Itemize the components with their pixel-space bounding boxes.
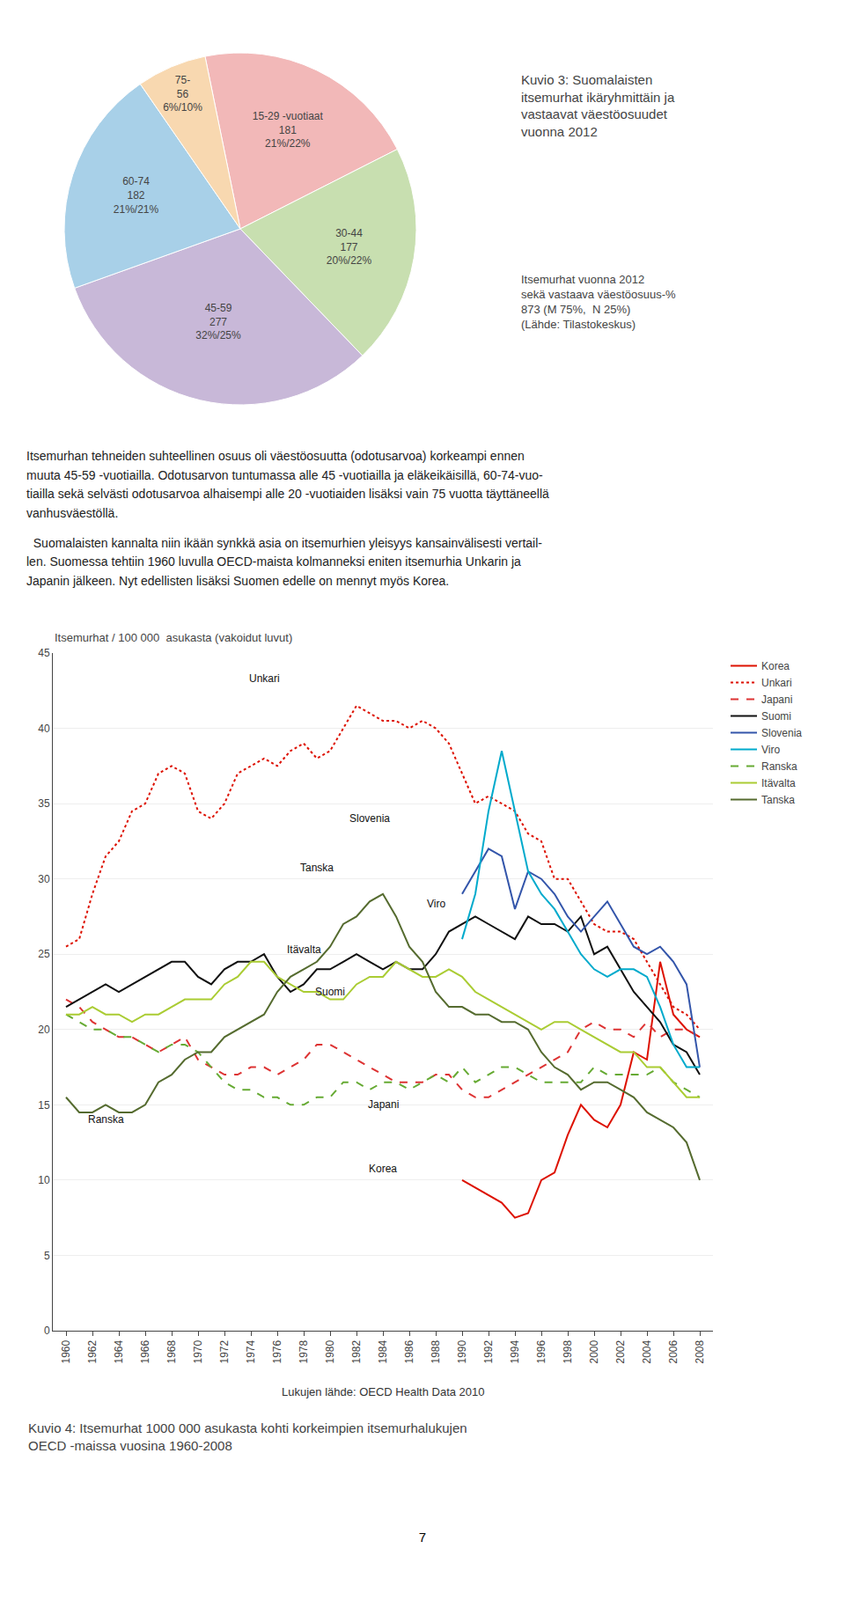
svg-text:1976: 1976	[271, 1339, 284, 1364]
svg-text:45-5927732%/25%: 45-5927732%/25%	[195, 301, 242, 342]
svg-text:Tanska: Tanska	[300, 861, 334, 875]
svg-text:1982: 1982	[350, 1339, 363, 1364]
svg-text:Viro: Viro	[426, 897, 446, 911]
svg-text:2004: 2004	[640, 1339, 654, 1364]
svg-text:45: 45	[37, 646, 51, 660]
svg-text:20: 20	[37, 1023, 51, 1037]
svg-text:0: 0	[44, 1324, 51, 1338]
svg-text:Korea: Korea	[761, 660, 790, 673]
svg-text:1972: 1972	[218, 1339, 231, 1364]
svg-text:10: 10	[37, 1174, 51, 1187]
svg-text:1960: 1960	[59, 1339, 73, 1364]
svg-text:30: 30	[37, 873, 51, 886]
svg-text:1962: 1962	[86, 1339, 99, 1364]
svg-text:Lukujen lähde: OECD Health Dat: Lukujen lähde: OECD Health Data 2010	[281, 1385, 485, 1399]
svg-text:2008: 2008	[693, 1339, 706, 1364]
html-text:Suomalaisten kannalta niin ikä: Suomalaisten kannalta niin ikään synkkä …	[26, 535, 543, 589]
svg-text:Itävalta: Itävalta	[761, 777, 796, 790]
svg-text:30-4417720%/22%: 30-4417720%/22%	[326, 227, 373, 267]
svg-text:1978: 1978	[297, 1339, 310, 1364]
svg-text:Japani: Japani	[761, 693, 793, 706]
svg-text:Ranska: Ranska	[88, 1113, 125, 1126]
svg-text:2000: 2000	[587, 1339, 601, 1364]
svg-text:Slovenia: Slovenia	[761, 727, 802, 740]
svg-text:Unkari: Unkari	[761, 676, 793, 690]
svg-text:40: 40	[37, 722, 51, 735]
svg-text:1988: 1988	[429, 1339, 442, 1364]
svg-text:1984: 1984	[376, 1339, 390, 1364]
svg-text:15-29 -vuotiaat18121%/22%: 15-29 -vuotiaat18121%/22%	[252, 110, 324, 150]
svg-text:25: 25	[37, 947, 51, 961]
svg-text:Korea: Korea	[368, 1162, 397, 1176]
svg-text:75-566%/10%: 75-566%/10%	[162, 73, 203, 114]
svg-text:1986: 1986	[403, 1339, 416, 1364]
svg-text:1974: 1974	[244, 1339, 258, 1364]
svg-text:1968: 1968	[165, 1339, 178, 1364]
svg-text:1998: 1998	[561, 1339, 574, 1364]
svg-text:Tanska: Tanska	[761, 793, 795, 807]
svg-text:Kuvio 3: Suomalaistenitsemurha: Kuvio 3: Suomalaistenitsemurhat ikäryhmi…	[521, 72, 676, 140]
svg-text:1992: 1992	[482, 1339, 495, 1364]
svg-text:Itsemurhat vuonna 2012sekä vas: Itsemurhat vuonna 2012sekä vastaava väes…	[521, 272, 676, 331]
svg-text:15: 15	[37, 1098, 51, 1111]
svg-text:Slovenia: Slovenia	[349, 812, 390, 825]
svg-text:Suomi: Suomi	[761, 710, 792, 723]
svg-text:35: 35	[37, 797, 51, 810]
svg-text:Viro: Viro	[761, 743, 780, 757]
svg-text:1994: 1994	[508, 1339, 522, 1364]
svg-text:2002: 2002	[614, 1339, 627, 1364]
svg-text:Japani: Japani	[367, 1098, 399, 1111]
svg-text:1964: 1964	[112, 1339, 125, 1364]
svg-text:2006: 2006	[667, 1339, 680, 1364]
svg-text:1970: 1970	[191, 1339, 205, 1364]
svg-text:Unkari: Unkari	[249, 672, 280, 685]
svg-text:Itsemurhat / 100 000 asukasta: Itsemurhat / 100 000 asukasta (vakoidut …	[54, 631, 293, 645]
svg-text:1996: 1996	[535, 1339, 548, 1364]
svg-text:1980: 1980	[323, 1339, 337, 1364]
html-text:7: 7	[418, 1529, 427, 1545]
svg-text:Itävalta: Itävalta	[286, 943, 322, 956]
svg-text:Kuvio 4: Itsemurhat 1000 000 a: Kuvio 4: Itsemurhat 1000 000 asukasta ko…	[28, 1420, 468, 1454]
svg-text:60-7418221%/21%: 60-7418221%/21%	[113, 175, 160, 215]
svg-text:Suomi: Suomi	[315, 985, 346, 999]
html-text:Itsemurhan tehneiden suhteelli: Itsemurhan tehneiden suhteellinen osuus …	[26, 448, 550, 521]
svg-text:5: 5	[44, 1249, 51, 1262]
svg-text:1990: 1990	[455, 1339, 469, 1364]
svg-text:Ranska: Ranska	[761, 760, 798, 773]
svg-text:1966: 1966	[139, 1339, 152, 1364]
